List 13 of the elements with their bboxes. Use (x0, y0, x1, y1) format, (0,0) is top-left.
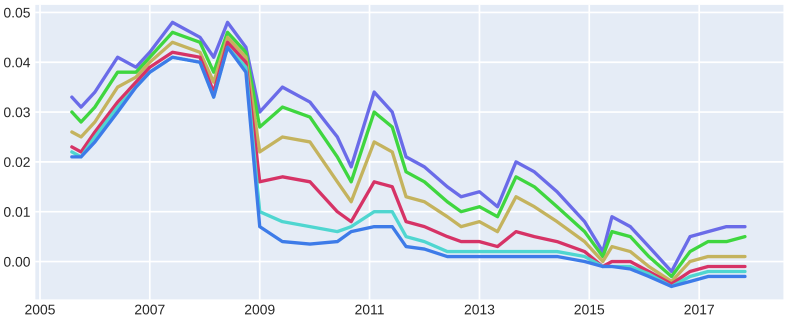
x-tick-label: 2009 (244, 304, 275, 314)
y-tick-label: 0.00 (4, 256, 30, 267)
x-tick-label: 2011 (355, 304, 384, 314)
x-tick-label: 2015 (574, 304, 604, 314)
y-tick-label: 0.02 (4, 157, 30, 168)
y-tick-label: 0.03 (4, 107, 30, 118)
x-tick-label: 2013 (464, 304, 494, 314)
y-tick-label: 0.05 (4, 8, 30, 18)
x-tick-label: 2017 (684, 304, 714, 314)
x-tick-label: 2005 (25, 304, 55, 314)
y-tick-label: 0.01 (4, 207, 30, 217)
x-tick-label: 2007 (135, 304, 165, 314)
y-tick-label: 0.04 (4, 58, 30, 68)
